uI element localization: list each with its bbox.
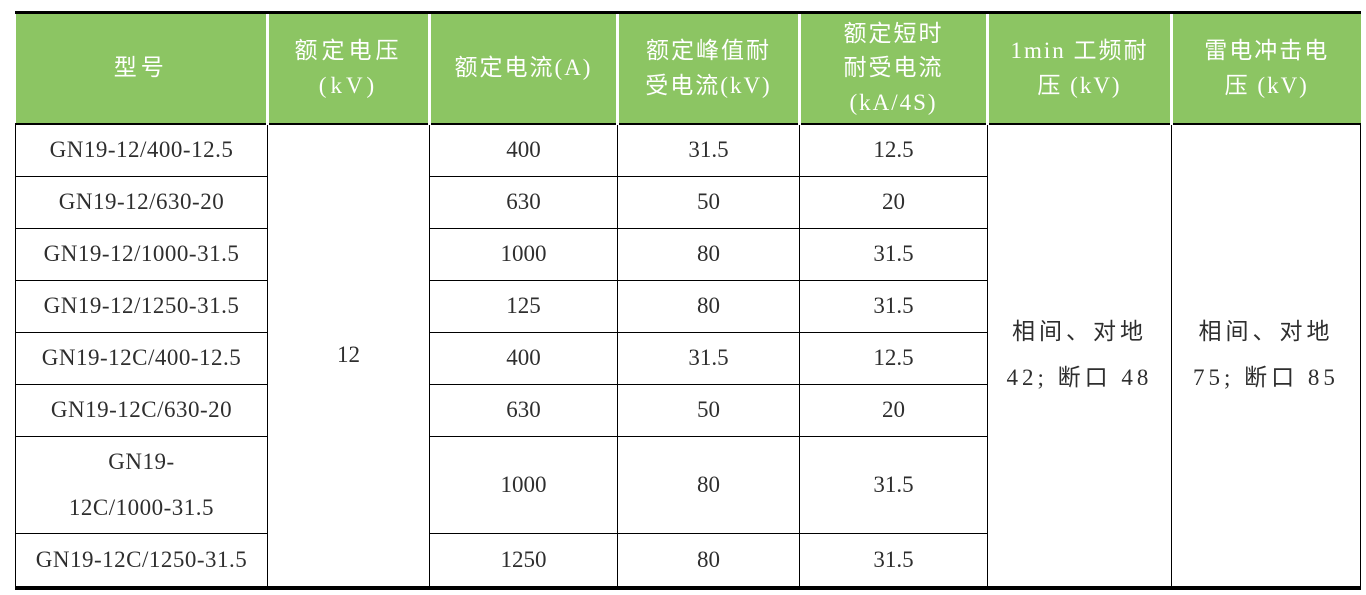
table-row: GN19-12/1000-31.5 1000 80 31.5 (15, 227, 1361, 281)
header-rated-current: 额定电流(A) (429, 14, 619, 125)
table-row: GN19-12/630-20 630 50 20 (15, 175, 1361, 229)
peak-withstand-cell: 50 (617, 175, 800, 229)
peak-withstand-cell: 80 (617, 227, 800, 281)
table-row: GN19-12C/630-20 630 50 20 (15, 383, 1361, 437)
peak-withstand-cell: 31.5 (617, 331, 800, 385)
header-peak-withstand-current: 额定峰值耐 受电流(kV) (617, 14, 801, 125)
table-row: GN19- 12C/1000-31.5 1000 80 31.5 (15, 435, 1361, 534)
header-short-time-withstand-current: 额定短时 耐受电流 (kA/4S) (799, 14, 989, 125)
header-model: 型号 (15, 14, 269, 125)
model-cell: GN19-12C/630-20 (15, 383, 268, 437)
short-time-withstand-cell: 31.5 (799, 227, 988, 281)
peak-withstand-cell: 50 (617, 383, 800, 437)
rated-current-cell: 630 (429, 383, 618, 437)
model-cell: GN19-12C/1250-31.5 (15, 532, 268, 587)
short-time-withstand-cell: 12.5 (799, 123, 988, 177)
rated-current-cell: 400 (429, 331, 618, 385)
model-cell: GN19-12/400-12.5 (15, 123, 268, 177)
model-cell: GN19-12/1250-31.5 (15, 279, 268, 333)
table-row: GN19-12/400-12.5 12 400 31.5 12.5 相间、对地 … (15, 123, 1361, 587)
peak-withstand-cell: 80 (617, 435, 800, 534)
short-time-withstand-cell: 20 (799, 383, 988, 437)
lightning-impulse-cell: 相间、对地 75; 断口 85 (1171, 123, 1361, 587)
short-time-withstand-cell: 12.5 (799, 331, 988, 385)
peak-withstand-cell: 80 (617, 532, 800, 587)
model-cell: GN19-12/630-20 (15, 175, 268, 229)
spec-table-wrap: 型号 额定电压 (kV) 额定电流(A) 额定峰值耐 受电流(kV) 额定短时 … (15, 11, 1361, 590)
header-row: 型号 额定电压 (kV) 额定电流(A) 额定峰值耐 受电流(kV) 额定短时 … (15, 14, 1361, 125)
model-cell: GN19-12C/400-12.5 (15, 331, 268, 385)
table-row: GN19-12/1250-31.5 125 80 31.5 (15, 279, 1361, 333)
rated-current-cell: 1000 (429, 227, 618, 281)
rated-current-cell: 630 (429, 175, 618, 229)
rated-current-cell: 400 (429, 123, 618, 177)
short-time-withstand-cell: 20 (799, 175, 988, 229)
model-cell: GN19- 12C/1000-31.5 (15, 435, 268, 534)
power-frequency-withstand-cell: 相间、对地 42; 断口 48 (987, 123, 1172, 587)
model-cell: GN19-12/1000-31.5 (15, 227, 268, 281)
peak-withstand-cell: 80 (617, 279, 800, 333)
rated-current-cell: 1000 (429, 435, 618, 534)
header-power-frequency-withstand: 1min 工频耐 压 (kV) (987, 14, 1173, 125)
short-time-withstand-cell: 31.5 (799, 435, 988, 534)
rated-voltage-cell: 12 (267, 123, 430, 587)
rated-current-cell: 1250 (429, 532, 618, 587)
spec-table: 型号 额定电压 (kV) 额定电流(A) 额定峰值耐 受电流(kV) 额定短时 … (15, 14, 1361, 587)
short-time-withstand-cell: 31.5 (799, 532, 988, 587)
header-rated-voltage: 额定电压 (kV) (267, 14, 431, 125)
short-time-withstand-cell: 31.5 (799, 279, 988, 333)
table-row: GN19-12C/1250-31.5 1250 80 31.5 (15, 532, 1361, 587)
peak-withstand-cell: 31.5 (617, 123, 800, 177)
rated-current-cell: 125 (429, 279, 618, 333)
header-lightning-impulse: 雷电冲击电 压 (kV) (1171, 14, 1361, 125)
